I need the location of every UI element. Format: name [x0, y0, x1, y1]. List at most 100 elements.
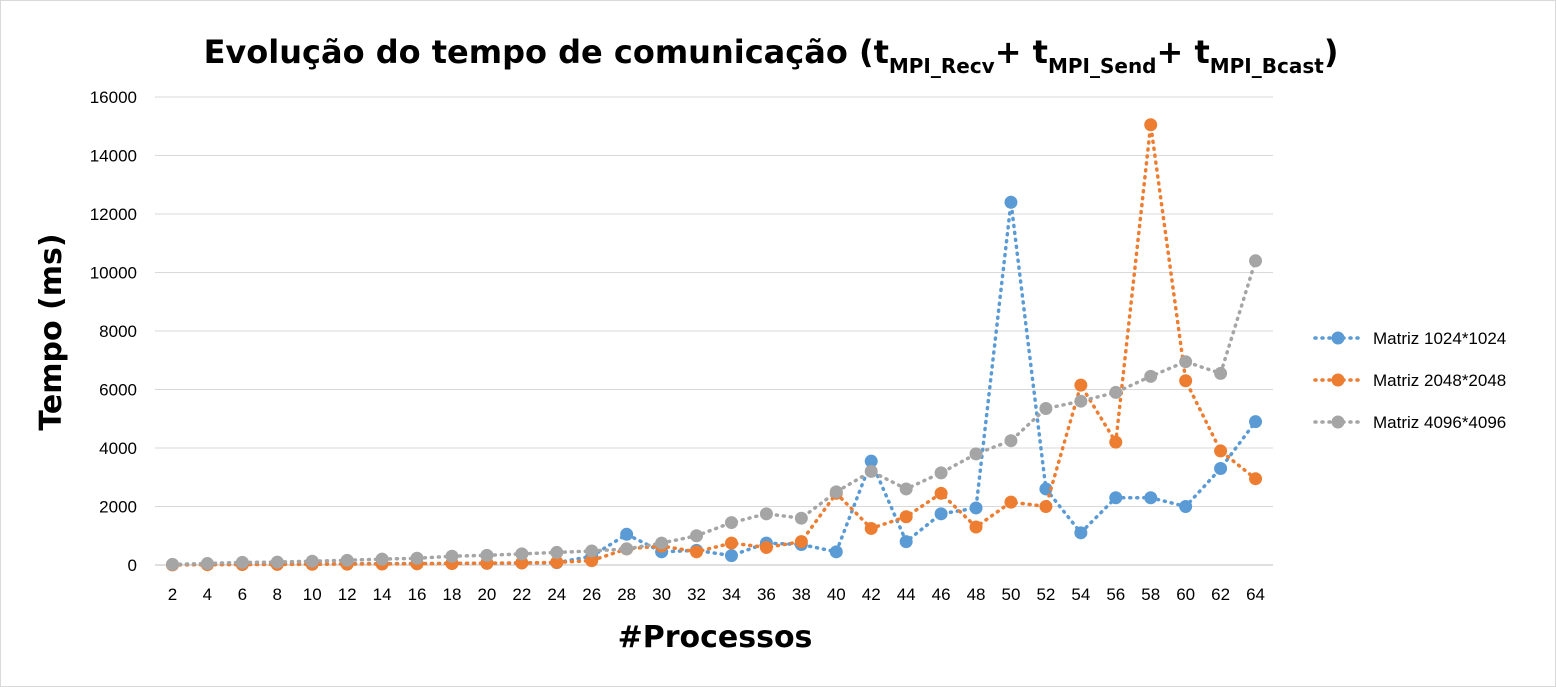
- y-tick-label: 4000: [99, 439, 137, 458]
- data-point: [1074, 378, 1088, 392]
- data-point: [410, 551, 424, 565]
- x-tick-label: 36: [757, 585, 776, 604]
- data-point: [690, 529, 704, 543]
- x-tick-label: 2: [168, 585, 177, 604]
- x-tick-label: 26: [582, 585, 601, 604]
- data-point: [759, 507, 773, 521]
- legend: Matriz 1024*1024 Matriz 2048*2048 Matriz 4…: [1313, 329, 1506, 432]
- x-tick-label: 56: [1106, 585, 1125, 604]
- data-point: [899, 510, 913, 524]
- x-tick-label: 58: [1141, 585, 1160, 604]
- y-axis-ticks: 0 2000 4000 6000 8000 10000 12000 14000 16000: [90, 88, 137, 575]
- data-point: [1109, 435, 1123, 449]
- data-point: [724, 549, 738, 563]
- chart-title-main: Evolução do tempo de comunicação (t: [204, 33, 889, 71]
- data-point: [375, 552, 389, 566]
- y-tick-label: 0: [128, 556, 137, 575]
- x-tick-label: 4: [203, 585, 212, 604]
- data-point: [620, 542, 634, 556]
- data-point: [794, 535, 808, 549]
- legend-label: Matriz 4096*4096: [1373, 413, 1506, 432]
- x-tick-label: 40: [827, 585, 846, 604]
- x-tick-label: 42: [862, 585, 881, 604]
- chart-title-plus-1: + t: [995, 33, 1048, 71]
- data-point: [934, 486, 948, 500]
- data-point: [1144, 118, 1158, 132]
- data-point: [969, 447, 983, 461]
- x-axis-title: #Processos: [618, 620, 813, 655]
- series-group: [165, 118, 1263, 572]
- legend-label: Matriz 1024*1024: [1373, 329, 1506, 348]
- series-line-2: [170, 124, 1258, 567]
- x-tick-label: 60: [1176, 585, 1195, 604]
- x-tick-label: 12: [338, 585, 357, 604]
- series-3: [165, 254, 1263, 571]
- series-line-3: [170, 259, 1258, 567]
- data-point: [340, 553, 354, 567]
- series-2: [165, 118, 1263, 572]
- data-point: [1179, 500, 1193, 513]
- data-point: [480, 548, 494, 562]
- x-axis-ticks: 2 4 6 8 10 12 14 16 18 20 22 24 26 28 30 32 34 36 38 40 42 44…: [168, 585, 1265, 604]
- data-point: [899, 482, 913, 496]
- legend-item-2: Matriz 2048*2048: [1313, 371, 1506, 390]
- x-tick-label: 38: [792, 585, 811, 604]
- data-point: [620, 527, 634, 541]
- y-tick-label: 16000: [90, 88, 137, 107]
- data-point: [270, 555, 284, 569]
- data-point: [585, 544, 599, 558]
- data-point: [305, 554, 319, 568]
- data-point: [1179, 355, 1193, 369]
- x-tick-label: 50: [1002, 585, 1021, 604]
- data-point: [1109, 491, 1123, 505]
- data-point: [200, 557, 214, 571]
- chart-title-sub-send: MPI_Send: [1048, 54, 1157, 78]
- x-tick-label: 46: [932, 585, 951, 604]
- x-tick-label: 20: [477, 585, 496, 604]
- legend-marker: [1331, 415, 1345, 429]
- x-tick-label: 16: [408, 585, 427, 604]
- x-tick-label: 34: [722, 585, 741, 604]
- data-point: [724, 516, 738, 530]
- data-point: [165, 557, 179, 571]
- data-point: [515, 556, 529, 570]
- y-tick-label: 10000: [90, 264, 137, 283]
- data-point: [515, 547, 529, 561]
- x-tick-label: 30: [652, 585, 671, 604]
- data-point: [794, 511, 808, 525]
- x-tick-label: 24: [547, 585, 566, 604]
- data-point: [235, 555, 249, 569]
- x-tick-label: 18: [443, 585, 462, 604]
- data-point: [829, 545, 843, 559]
- x-tick-label: 14: [373, 585, 392, 604]
- gridlines: [155, 96, 1273, 566]
- series-line-1: [170, 202, 1258, 567]
- data-point: [1179, 374, 1193, 388]
- data-point: [1249, 415, 1263, 429]
- x-tick-label: 48: [967, 585, 986, 604]
- data-point: [655, 536, 669, 550]
- legend-label: Matriz 2048*2048: [1373, 371, 1506, 390]
- data-point: [934, 507, 948, 521]
- data-point: [690, 545, 704, 559]
- data-point: [550, 545, 564, 559]
- data-point: [1249, 472, 1263, 486]
- y-tick-label: 12000: [90, 205, 137, 224]
- y-axis-title: Tempo (ms): [34, 233, 69, 430]
- data-point: [1214, 461, 1228, 475]
- chart-title-sub-bcast: MPI_Bcast: [1210, 54, 1325, 78]
- data-point: [585, 554, 599, 568]
- data-point: [1074, 526, 1088, 540]
- data-point: [1214, 366, 1228, 380]
- x-tick-label: 28: [617, 585, 636, 604]
- chart-title-close: ): [1324, 33, 1339, 71]
- x-tick-label: 6: [238, 585, 247, 604]
- data-point: [1039, 402, 1053, 416]
- data-point: [969, 520, 983, 534]
- legend-marker: [1331, 331, 1345, 345]
- data-point: [864, 454, 878, 468]
- legend-item-3: Matriz 4096*4096: [1313, 413, 1506, 432]
- x-tick-label: 52: [1036, 585, 1055, 604]
- x-tick-label: 54: [1071, 585, 1090, 604]
- data-point: [1144, 491, 1158, 505]
